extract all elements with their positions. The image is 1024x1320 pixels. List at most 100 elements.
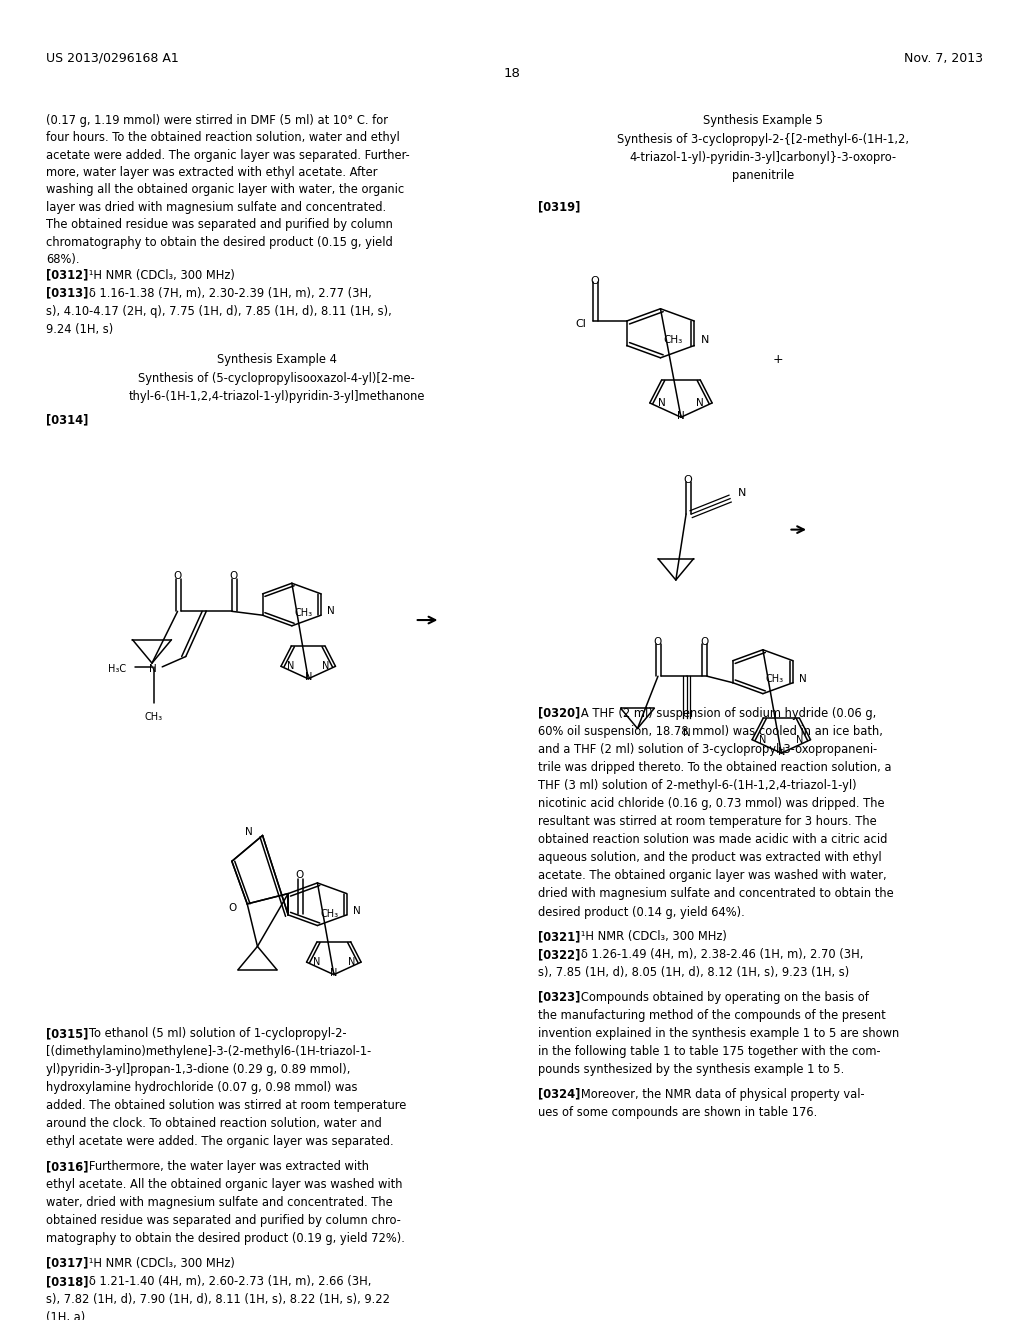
- Text: trile was dripped thereto. To the obtained reaction solution, a: trile was dripped thereto. To the obtain…: [538, 760, 891, 774]
- Text: s), 4.10-4.17 (2H, q), 7.75 (1H, d), 7.85 (1H, d), 8.11 (1H, s),: s), 4.10-4.17 (2H, q), 7.75 (1H, d), 7.8…: [46, 305, 392, 318]
- Text: resultant was stirred at room temperature for 3 hours. The: resultant was stirred at room temperatur…: [538, 814, 877, 828]
- Text: [0320]: [0320]: [538, 706, 580, 719]
- Text: [0318]: [0318]: [46, 1275, 89, 1288]
- Text: O: O: [700, 638, 709, 648]
- Text: invention explained in the synthesis example 1 to 5 are shown: invention explained in the synthesis exa…: [538, 1027, 899, 1040]
- Text: panenitrile: panenitrile: [732, 169, 794, 182]
- Text: [0314]: [0314]: [46, 413, 88, 426]
- Text: s), 7.85 (1H, d), 8.05 (1H, d), 8.12 (1H, s), 9.23 (1H, s): s), 7.85 (1H, d), 8.05 (1H, d), 8.12 (1H…: [538, 966, 849, 979]
- Text: nicotinic acid chloride (0.16 g, 0.73 mmol) was dripped. The: nicotinic acid chloride (0.16 g, 0.73 mm…: [538, 797, 885, 810]
- Text: N: N: [738, 488, 746, 499]
- Text: obtained residue was separated and purified by column chro-: obtained residue was separated and purif…: [46, 1214, 401, 1228]
- Text: [0323]: [0323]: [538, 991, 580, 1003]
- Text: N: N: [328, 606, 335, 616]
- Text: washing all the obtained organic layer with water, the organic: washing all the obtained organic layer w…: [46, 183, 404, 197]
- Text: δ 1.21-1.40 (4H, m), 2.60-2.73 (1H, m), 2.66 (3H,: δ 1.21-1.40 (4H, m), 2.60-2.73 (1H, m), …: [78, 1275, 372, 1288]
- Text: [0313]: [0313]: [46, 286, 88, 300]
- Text: hydroxylamine hydrochloride (0.07 g, 0.98 mmol) was: hydroxylamine hydrochloride (0.07 g, 0.9…: [46, 1081, 357, 1094]
- Text: N: N: [777, 747, 785, 756]
- Text: (0.17 g, 1.19 mmol) were stirred in DMF (5 ml) at 10° C. for: (0.17 g, 1.19 mmol) were stirred in DMF …: [46, 114, 388, 127]
- Text: N: N: [150, 664, 157, 675]
- Text: Nov. 7, 2013: Nov. 7, 2013: [904, 51, 983, 65]
- Text: N: N: [677, 411, 685, 421]
- Text: CH₃: CH₃: [145, 711, 163, 722]
- Text: Cl: Cl: [574, 318, 586, 329]
- Text: N: N: [658, 397, 666, 408]
- Text: aqueous solution, and the product was extracted with ethyl: aqueous solution, and the product was ex…: [538, 851, 882, 865]
- Text: ¹H NMR (CDCl₃, 300 MHz): ¹H NMR (CDCl₃, 300 MHz): [569, 931, 726, 942]
- Text: A THF (2 ml) suspension of sodium hydride (0.06 g,: A THF (2 ml) suspension of sodium hydrid…: [569, 706, 876, 719]
- Text: [0315]: [0315]: [46, 1027, 88, 1040]
- Text: [0321]: [0321]: [538, 931, 580, 942]
- Text: O: O: [591, 276, 599, 286]
- Text: N: N: [799, 673, 807, 684]
- Text: thyl-6-(1H-1,2,4-triazol-1-yl)pyridin-3-yl]methanone: thyl-6-(1H-1,2,4-triazol-1-yl)pyridin-3-…: [128, 391, 425, 403]
- Text: ethyl acetate. All the obtained organic layer was washed with: ethyl acetate. All the obtained organic …: [46, 1177, 402, 1191]
- Text: pounds synthesized by the synthesis example 1 to 5.: pounds synthesized by the synthesis exam…: [538, 1063, 844, 1076]
- Text: Moreover, the NMR data of physical property val-: Moreover, the NMR data of physical prope…: [569, 1088, 864, 1101]
- Text: ¹H NMR (CDCl₃, 300 MHz): ¹H NMR (CDCl₃, 300 MHz): [78, 1257, 234, 1270]
- Text: 68%).: 68%).: [46, 253, 80, 267]
- Text: [0322]: [0322]: [538, 948, 580, 961]
- Text: [(dimethylamino)methylene]-3-(2-methyl6-(1H-triazol-1-: [(dimethylamino)methylene]-3-(2-methyl6-…: [46, 1045, 372, 1059]
- Text: O: O: [229, 572, 238, 581]
- Text: dried with magnesium sulfate and concentrated to obtain the: dried with magnesium sulfate and concent…: [538, 887, 893, 900]
- Text: N: N: [353, 906, 360, 916]
- Text: δ 1.16-1.38 (7H, m), 2.30-2.39 (1H, m), 2.77 (3H,: δ 1.16-1.38 (7H, m), 2.30-2.39 (1H, m), …: [78, 286, 372, 300]
- Text: Synthesis Example 5: Synthesis Example 5: [702, 114, 823, 127]
- Text: O: O: [654, 638, 663, 648]
- Text: O: O: [296, 870, 304, 880]
- Text: water, dried with magnesium sulfate and concentrated. The: water, dried with magnesium sulfate and …: [46, 1196, 393, 1209]
- Text: N: N: [312, 957, 321, 968]
- Text: Synthesis of (5-cyclopropylisooxazol-4-yl)[2-me-: Synthesis of (5-cyclopropylisooxazol-4-y…: [138, 372, 415, 385]
- Text: N: N: [696, 397, 703, 408]
- Text: (1H, a): (1H, a): [46, 1311, 85, 1320]
- Text: obtained reaction solution was made acidic with a citric acid: obtained reaction solution was made acid…: [538, 833, 887, 846]
- Text: O: O: [173, 572, 181, 581]
- Text: N: N: [347, 957, 355, 968]
- Text: N: N: [683, 727, 690, 738]
- Text: N: N: [287, 661, 295, 672]
- Text: O: O: [684, 475, 692, 486]
- Text: 60% oil suspension, 18.78 mmol) was cooled in an ice bath,: 60% oil suspension, 18.78 mmol) was cool…: [538, 725, 883, 738]
- Text: four hours. To the obtained reaction solution, water and ethyl: four hours. To the obtained reaction sol…: [46, 131, 399, 144]
- Text: around the clock. To obtained reaction solution, water and: around the clock. To obtained reaction s…: [46, 1117, 382, 1130]
- Text: 9.24 (1H, s): 9.24 (1H, s): [46, 323, 114, 335]
- Text: O: O: [228, 903, 237, 913]
- Text: CH₃: CH₃: [295, 607, 313, 618]
- Text: Furthermore, the water layer was extracted with: Furthermore, the water layer was extract…: [78, 1160, 369, 1173]
- Text: acetate were added. The organic layer was separated. Further-: acetate were added. The organic layer wa…: [46, 149, 410, 161]
- Text: in the following table 1 to table 175 together with the com-: in the following table 1 to table 175 to…: [538, 1045, 881, 1059]
- Text: US 2013/0296168 A1: US 2013/0296168 A1: [46, 51, 179, 65]
- Text: [0324]: [0324]: [538, 1088, 580, 1101]
- Text: N: N: [304, 672, 312, 682]
- Text: Synthesis of 3-cyclopropyl-2-{[2-methyl-6-(1H-1,2,: Synthesis of 3-cyclopropyl-2-{[2-methyl-…: [616, 133, 909, 147]
- Text: δ 1.26-1.49 (4H, m), 2.38-2.46 (1H, m), 2.70 (3H,: δ 1.26-1.49 (4H, m), 2.38-2.46 (1H, m), …: [569, 948, 863, 961]
- Text: H₃C: H₃C: [108, 664, 126, 675]
- Text: CH₃: CH₃: [321, 908, 339, 919]
- Text: desired product (0.14 g, yield 64%).: desired product (0.14 g, yield 64%).: [538, 906, 744, 919]
- Text: CH₃: CH₃: [766, 675, 784, 684]
- Text: N: N: [330, 968, 338, 978]
- Text: acetate. The obtained organic layer was washed with water,: acetate. The obtained organic layer was …: [538, 870, 886, 882]
- Text: s), 7.82 (1H, d), 7.90 (1H, d), 8.11 (1H, s), 8.22 (1H, s), 9.22: s), 7.82 (1H, d), 7.90 (1H, d), 8.11 (1H…: [46, 1294, 390, 1305]
- Text: [0312]: [0312]: [46, 269, 88, 281]
- Text: chromatography to obtain the desired product (0.15 g, yield: chromatography to obtain the desired pro…: [46, 236, 393, 248]
- Text: matography to obtain the desired product (0.19 g, yield 72%).: matography to obtain the desired product…: [46, 1233, 404, 1245]
- Text: Compounds obtained by operating on the basis of: Compounds obtained by operating on the b…: [569, 991, 868, 1003]
- Text: N: N: [796, 735, 804, 744]
- Text: the manufacturing method of the compounds of the present: the manufacturing method of the compound…: [538, 1008, 886, 1022]
- Text: ues of some compounds are shown in table 176.: ues of some compounds are shown in table…: [538, 1106, 817, 1119]
- Text: ¹H NMR (CDCl₃, 300 MHz): ¹H NMR (CDCl₃, 300 MHz): [78, 269, 234, 281]
- Text: +: +: [773, 352, 783, 366]
- Text: N: N: [322, 661, 330, 672]
- Text: and a THF (2 ml) solution of 3-cyclopropyl-3-oxopropaneni-: and a THF (2 ml) solution of 3-cycloprop…: [538, 743, 877, 756]
- Text: yl)pyridin-3-yl]propan-1,3-dione (0.29 g, 0.89 mmol),: yl)pyridin-3-yl]propan-1,3-dione (0.29 g…: [46, 1063, 350, 1076]
- Text: To ethanol (5 ml) solution of 1-cyclopropyl-2-: To ethanol (5 ml) solution of 1-cyclopro…: [78, 1027, 347, 1040]
- Text: Synthesis Example 4: Synthesis Example 4: [216, 352, 337, 366]
- Text: THF (3 ml) solution of 2-methyl-6-(1H-1,2,4-triazol-1-yl): THF (3 ml) solution of 2-methyl-6-(1H-1,…: [538, 779, 856, 792]
- Text: ethyl acetate were added. The organic layer was separated.: ethyl acetate were added. The organic la…: [46, 1135, 393, 1148]
- Text: [0319]: [0319]: [538, 201, 580, 214]
- Text: N: N: [245, 826, 252, 837]
- Text: [0317]: [0317]: [46, 1257, 88, 1270]
